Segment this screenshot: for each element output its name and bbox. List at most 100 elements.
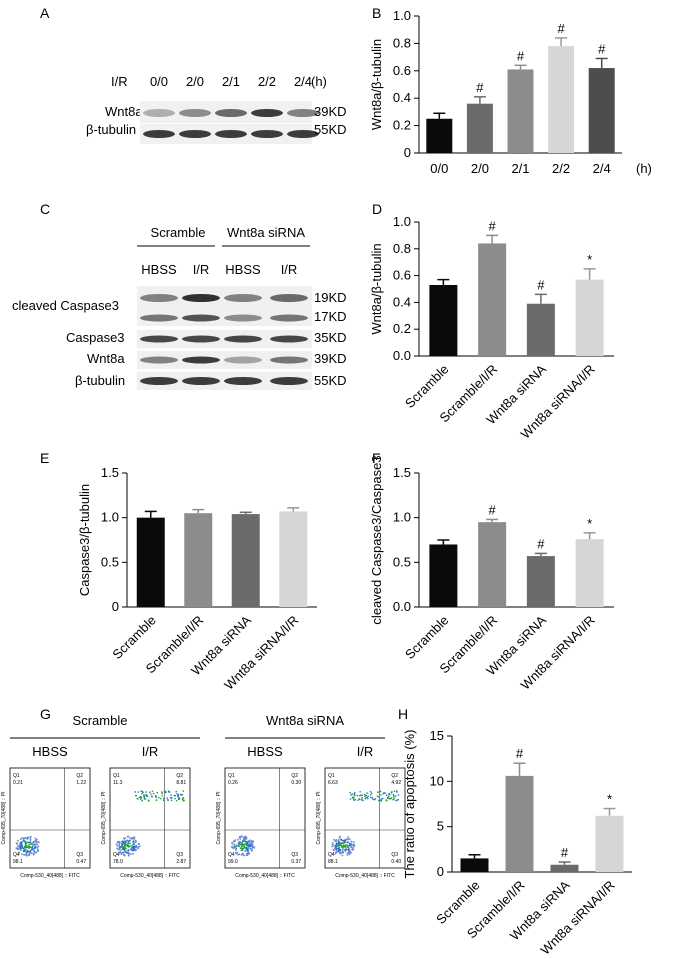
- panel-e: E 00.51.01.5Caspase3/β-tubulinScrambleSc…: [40, 450, 317, 693]
- blot-row-label: cleaved Caspase3: [12, 298, 119, 313]
- bar: [184, 513, 213, 607]
- blot-bands-tubulin: [140, 377, 308, 385]
- quadrant-name: Q1: [113, 773, 120, 779]
- flow-plot-title: HBSS: [32, 744, 68, 759]
- y-tick-label: 0.6: [393, 268, 411, 283]
- significance-mark: #: [561, 845, 569, 860]
- y-tick-label: 0.8: [393, 241, 411, 256]
- significance-mark: *: [587, 252, 592, 267]
- event-cloud: [230, 835, 256, 857]
- blot-bands-tubulin: [143, 130, 319, 138]
- quadrant-value: 99.0: [228, 859, 238, 865]
- event-cloud: [115, 790, 185, 857]
- blot-row-label: β-tubulin: [86, 122, 136, 137]
- bar: [526, 556, 555, 607]
- y-axis-label: Caspase3/β-tubulin: [77, 484, 92, 596]
- blot-band: [270, 356, 308, 364]
- quadrant-name: Q4: [13, 852, 20, 858]
- event-cloud: [15, 835, 40, 857]
- significance-mark: #: [537, 536, 545, 551]
- blot-band: [140, 356, 178, 364]
- blot-band: [224, 294, 262, 302]
- panel-g-label: G: [40, 706, 51, 722]
- x-tick-label: 0/0: [430, 161, 448, 176]
- chart-f: 0.0 0.5 1.0 1.5 cleaved Caspase3/Caspase3 Scr…: [369, 455, 614, 693]
- panel-c-label: C: [40, 201, 50, 217]
- bar: [550, 864, 579, 872]
- blot-band: [287, 109, 319, 117]
- blot-kd-label: 35KD: [314, 330, 347, 345]
- blot-band: [143, 130, 175, 138]
- y-tick-label: 0.0: [393, 348, 411, 363]
- quadrant-value: 1.22: [76, 780, 86, 786]
- quadrant-name: Q2: [76, 773, 83, 779]
- y-axis-label: Wnt8a/β-tubulin: [369, 243, 384, 334]
- blot-row-label: Wnt8a: [105, 104, 143, 119]
- lane-label: I/R: [281, 262, 298, 277]
- flow-plot-frame: [109, 767, 191, 869]
- blot-bands-cleaved: [140, 294, 308, 322]
- group-label: Scramble: [151, 225, 206, 240]
- panel-g: G Scramble Wnt8a siRNA HBSSQ10.21Q21.22Q…: [1, 706, 406, 879]
- quadrant-value: 0.47: [76, 859, 86, 865]
- blot-band: [251, 130, 283, 138]
- flow-x-label: Comp-530_40[488] :: FITC: [20, 873, 80, 879]
- bar: [505, 775, 534, 872]
- blot-band: [224, 335, 262, 343]
- blot-row-label: β-tubulin: [75, 373, 125, 388]
- blot-band: [270, 335, 308, 343]
- blot-row-label: Wnt8a: [87, 351, 125, 366]
- quadrant-value: 2.87: [176, 859, 186, 865]
- quadrant-value: 8.81: [176, 780, 186, 786]
- blot-band: [224, 356, 262, 364]
- bar: [507, 69, 534, 153]
- lane-label: HBSS: [141, 262, 177, 277]
- blot-row-label: Caspase3: [66, 330, 125, 345]
- significance-mark: #: [557, 21, 565, 36]
- x-tick-label: 2/4: [593, 161, 611, 176]
- significance-mark: *: [607, 792, 612, 807]
- quadrant-name: Q3: [291, 852, 298, 858]
- group-label: Scramble: [73, 713, 128, 728]
- x-unit-label: (h): [636, 161, 652, 176]
- quadrant-name: Q3: [391, 852, 398, 858]
- quadrant-value: 0.30: [291, 780, 301, 786]
- panel-f: F 0.0 0.5 1.0 1.5 cleaved Caspase3/Caspase3 S…: [369, 450, 614, 693]
- quadrant-name: Q1: [328, 773, 335, 779]
- bar: [575, 539, 604, 607]
- blot-band: [215, 109, 247, 117]
- blot-bands-wnt8a: [143, 109, 319, 117]
- bar: [466, 103, 493, 153]
- y-tick-label: 1.0: [393, 214, 411, 229]
- quadrant-value: 98.1: [13, 859, 23, 865]
- x-tick-label: 2/0: [471, 161, 489, 176]
- quadrant-name: Q4: [113, 852, 120, 858]
- y-axis-label: cleaved Caspase3/Caspase3: [369, 455, 384, 624]
- lane-label: 2/0: [186, 74, 204, 89]
- y-tick-label: 0.0: [393, 599, 411, 614]
- y-tick-label: 0: [437, 864, 444, 879]
- bar: [478, 522, 507, 607]
- lane-label: 2/4: [294, 74, 312, 89]
- y-tick-label: 10: [430, 773, 444, 788]
- flow-plot-title: HBSS: [247, 744, 283, 759]
- y-tick-label: 1.0: [393, 8, 411, 23]
- quadrant-name: Q3: [176, 852, 183, 858]
- y-tick-label: 0.2: [393, 118, 411, 133]
- quadrant-value: 0.26: [228, 780, 238, 786]
- bar: [279, 511, 308, 607]
- blot-kd-label: 55KD: [314, 373, 347, 388]
- quadrant-value: 11.3: [113, 780, 123, 786]
- quadrant-value: 6.63: [328, 780, 338, 786]
- blot-kd-label: 39KD: [314, 104, 347, 119]
- y-tick-label: 5: [437, 819, 444, 834]
- y-tick-label: 0.6: [393, 63, 411, 78]
- panel-b: B 0 0.2 0.4 0.6 0.8 1.0 Wnt8a/β-tubulin 0/0 #2/0…: [369, 5, 652, 176]
- x-tick-label: 2/2: [552, 161, 570, 176]
- quadrant-value: 0.21: [13, 780, 23, 786]
- flow-plot-title: I/R: [357, 744, 374, 759]
- flow-y-label: Comp-695_70[488] :: PI: [316, 791, 322, 844]
